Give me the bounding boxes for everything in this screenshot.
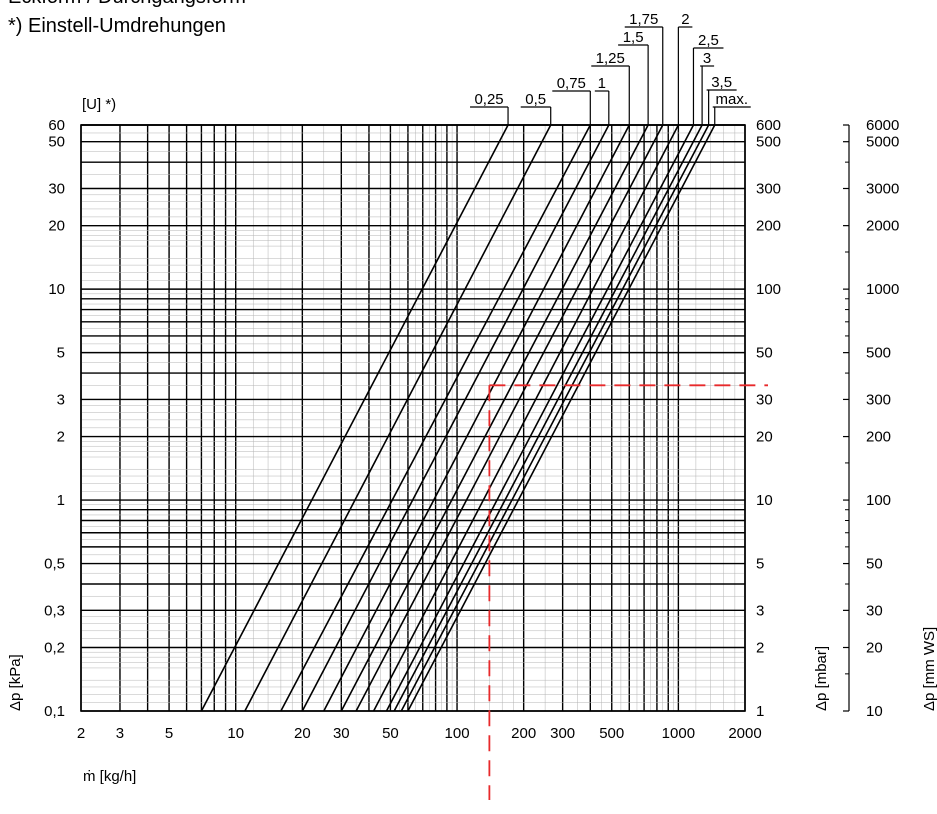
y-tick-label-mmws-1: 6000 [866,117,899,134]
series-line-8 [372,124,680,712]
y-axis-label-kpa: Δp [kPa] [7,654,24,711]
y-tick-label-kpa-4: 20 [48,218,65,235]
y-tick-label-mbar-8: 20 [756,429,773,446]
y-tick-label-kpa-1: 60 [48,117,65,134]
series-label-2: 0,5 [525,91,546,108]
y-tick-label-mbar-6: 50 [756,345,773,362]
series-line-6 [340,124,649,712]
y-tick-label-mbar-1: 600 [756,117,781,134]
y-tick-label-kpa-11: 0,3 [44,602,65,619]
y-tick-label-mmws-3: 3000 [866,180,899,197]
y-tick-label-mbar-5: 100 [756,281,781,298]
y-tick-label-kpa-8: 2 [57,429,65,446]
y-tick-label-kpa-7: 3 [57,391,65,408]
y-tick-label-mmws-13: 10 [866,703,883,720]
y-tick-label-mmws-2: 5000 [866,134,899,151]
series-label-3: 0,75 [557,75,586,92]
y-tick-label-kpa-9: 1 [57,492,65,509]
series-line-12 [407,124,716,712]
x-tick-label-1: 2 [77,725,85,742]
grid [80,124,746,712]
y-tick-label-kpa-13: 0,1 [44,703,65,720]
series-line-10 [393,124,703,712]
y-tick-label-mbar-12: 2 [756,640,764,657]
y-tick-label-mbar-10: 5 [756,556,764,573]
y-tick-label-mmws-7: 300 [866,391,891,408]
x-tick-label-7: 50 [382,725,399,742]
y-tick-label-mbar-4: 200 [756,218,781,235]
series-label-9: 2,5 [698,32,719,49]
y-tick-label-mbar-9: 10 [756,492,773,509]
y-axis-label-mmws: Δp [mm WS] [921,627,937,711]
series-line-5 [323,124,630,712]
x-tick-label-5: 20 [294,725,311,742]
y-tick-label-kpa-12: 0,2 [44,640,65,657]
x-tick-label-4: 10 [227,725,244,742]
x-tick-label-3: 5 [165,725,173,742]
series-label-7: 1,75 [629,11,658,28]
y-tick-label-mmws-11: 30 [866,602,883,619]
series-label-12: max. [715,91,748,108]
x-axis-label: ṁ [kg/h] [83,768,136,785]
y-tick-label-kpa-5: 10 [48,281,65,298]
x-tick-label-10: 300 [550,725,575,742]
x-tick-label-2: 3 [116,725,124,742]
chart-header-line-1: Eckform / Durchgangsform [8,0,246,9]
plot-frame [80,124,746,712]
y-tick-label-mbar-11: 3 [756,602,764,619]
x-tick-label-13: 2000 [728,725,761,742]
x-tick-label-12: 1000 [662,725,695,742]
series-line-7 [355,124,664,712]
series-line-11 [400,124,710,712]
y-tick-label-kpa-2: 50 [48,134,65,151]
series-label-10: 3 [703,50,711,67]
y-tick-label-mmws-10: 50 [866,556,883,573]
series-line-1 [200,124,509,712]
y-tick-label-mbar-13: 1 [756,703,764,720]
series-line-4 [301,124,610,712]
x-tick-label-11: 500 [599,725,624,742]
y-tick-label-mmws-6: 500 [866,345,891,362]
series-label-11: 3,5 [711,74,732,91]
x-tick-label-6: 30 [333,725,350,742]
x-tick-label-9: 200 [511,725,536,742]
series-label-4: 1 [598,75,606,92]
x-tick-label-8: 100 [445,725,470,742]
y-tick-label-mbar-2: 500 [756,134,781,151]
series-label-5: 1,25 [596,50,625,67]
y-tick-label-mmws-12: 20 [866,640,883,657]
chart-header-line-2: *) Einstell-Umdrehungen [8,15,226,37]
y-tick-label-mmws-8: 200 [866,429,891,446]
series-line-9 [385,124,695,712]
y-tick-label-mmws-4: 2000 [866,218,899,235]
series-line-3 [280,124,592,712]
y-tick-label-mbar-7: 30 [756,391,773,408]
y-axis-label-mbar: Δp [mbar] [813,646,830,711]
turns-axis-label: [U] *) [82,96,116,113]
series-label-1: 0,25 [474,91,503,108]
y-tick-label-mmws-5: 1000 [866,281,899,298]
y-tick-label-kpa-6: 5 [57,345,65,362]
series-label-6: 1,5 [623,29,644,46]
series-group [200,124,716,712]
y-tick-label-kpa-3: 30 [48,180,65,197]
y-tick-label-kpa-10: 0,5 [44,556,65,573]
series-line-2 [244,124,552,712]
series-label-8: 2 [681,11,689,28]
y-tick-label-mbar-3: 300 [756,180,781,197]
y-tick-label-mmws-9: 100 [866,492,891,509]
